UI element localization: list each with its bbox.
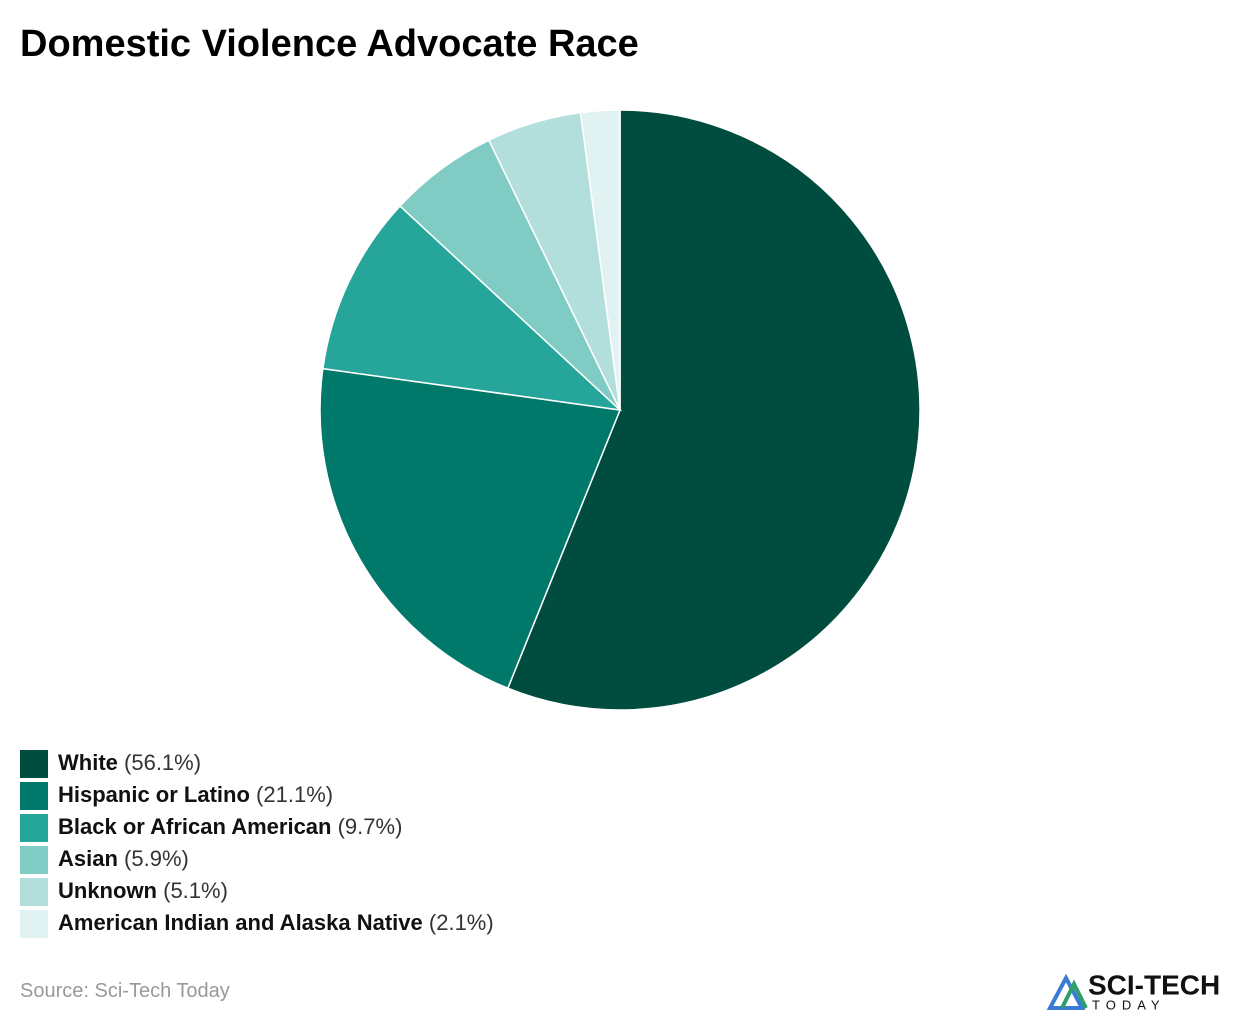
- legend-value: (21.1%): [256, 782, 333, 807]
- pie-slice: [579, 109, 621, 411]
- source-name: Sci-Tech Today: [95, 980, 230, 1002]
- legend-swatch: [20, 814, 48, 842]
- legend-entry: Unknown (5.1%): [58, 878, 228, 903]
- logo-icon: [1060, 979, 1088, 1009]
- legend-entry: Hispanic or Latino (21.1%): [58, 782, 333, 807]
- legend-label: White: [58, 750, 118, 775]
- source: Source: Sci-Tech Today: [20, 980, 230, 1002]
- legend-swatch: [20, 846, 48, 874]
- legend-entry: White (56.1%): [58, 750, 201, 775]
- legend-value: (56.1%): [124, 750, 201, 775]
- logo-icon: [1046, 973, 1086, 1010]
- legend-label: American Indian and Alaska Native: [58, 910, 423, 935]
- legend-entry: Black or African American (9.7%): [58, 814, 402, 839]
- legend-label: Hispanic or Latino: [58, 782, 250, 807]
- legend-swatch: [20, 750, 48, 778]
- legend-swatch: [20, 878, 48, 906]
- logo-tagline: TODAY: [1092, 997, 1166, 1012]
- legend-value: (5.9%): [124, 846, 189, 871]
- legend-value: (9.7%): [338, 814, 403, 839]
- pie-slice: [506, 109, 921, 711]
- logo: SCI-TECH TODAY: [1046, 969, 1220, 1012]
- pie-slice: [319, 367, 622, 690]
- chart-title: Domestic Violence Advocate Race: [20, 23, 639, 65]
- legend-swatch: [20, 910, 48, 938]
- pie-slice: [322, 204, 623, 412]
- legend-swatch: [20, 782, 48, 810]
- logo-name: SCI-TECH: [1088, 969, 1220, 1000]
- source-label: Source:: [20, 980, 89, 1002]
- legend-label: Black or African American: [58, 814, 331, 839]
- legend-entry: American Indian and Alaska Native (2.1%): [58, 910, 494, 935]
- legend-value: (5.1%): [163, 878, 228, 903]
- legend-label: Asian: [58, 846, 118, 871]
- legend-label: Unknown: [58, 878, 157, 903]
- legend-value: (2.1%): [429, 910, 494, 935]
- legend-entry: Asian (5.9%): [58, 846, 189, 871]
